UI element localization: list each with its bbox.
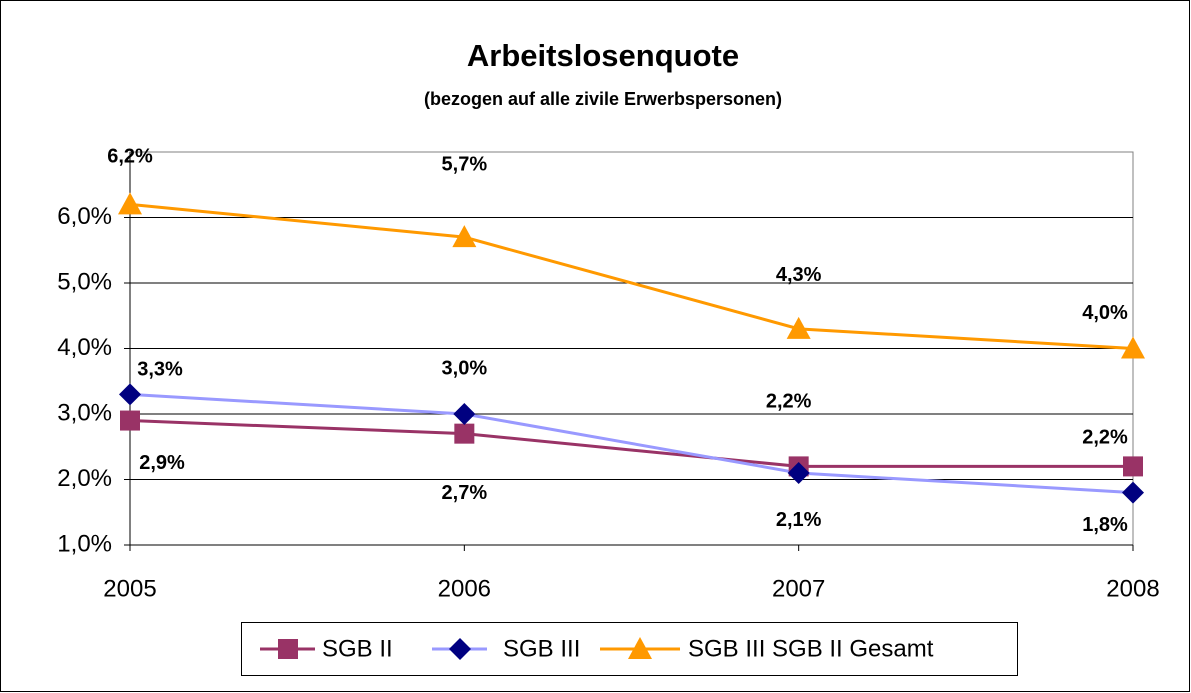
- x-tick-label: 2008: [1106, 575, 1159, 602]
- data-label: 4,0%: [1082, 302, 1128, 324]
- data-point: [118, 192, 142, 215]
- data-point: [786, 316, 811, 339]
- legend-label: SGB II: [322, 635, 393, 662]
- x-tick-label: 2007: [772, 575, 825, 602]
- x-tick-label: 2006: [438, 575, 491, 602]
- data-label: 2,9%: [139, 452, 185, 474]
- y-tick-label: 6,0%: [57, 203, 112, 230]
- chart-title: Arbeitslosenquote: [467, 38, 739, 73]
- data-point: [120, 410, 140, 431]
- data-point: [1122, 481, 1144, 504]
- series-line: [129, 202, 1134, 350]
- y-tick-label: 2,0%: [57, 465, 112, 492]
- data-label: 4,3%: [776, 264, 822, 286]
- data-point: [454, 423, 475, 444]
- data-label: 2,1%: [776, 509, 822, 531]
- data-point: [1121, 336, 1145, 359]
- series-line: [129, 392, 1134, 495]
- data-label: 1,8%: [1082, 514, 1128, 536]
- data-label: 3,0%: [442, 357, 488, 379]
- legend-marker: [278, 639, 298, 659]
- data-point: [119, 383, 141, 406]
- data-label: 2,2%: [1082, 427, 1128, 449]
- legend-label: SGB III: [503, 635, 580, 662]
- data-point: [787, 461, 810, 484]
- legend-marker: [628, 637, 652, 659]
- legend-label: SGB III SGB II Gesamt: [688, 635, 934, 662]
- y-tick-label: 4,0%: [57, 334, 112, 361]
- series-line: [129, 419, 1133, 468]
- data-label: 3,3%: [137, 359, 183, 381]
- y-tick-label: 1,0%: [57, 530, 112, 557]
- data-point: [453, 403, 476, 425]
- x-tick-label: 2005: [103, 575, 156, 602]
- y-tick-label: 5,0%: [57, 268, 112, 295]
- data-point: [1123, 456, 1143, 477]
- y-tick-label: 3,0%: [57, 399, 112, 426]
- data-label: 2,2%: [766, 391, 812, 413]
- data-label: 2,7%: [442, 482, 488, 504]
- chart-subtitle: (bezogen auf alle zivile Erwerbspersonen…: [424, 89, 782, 109]
- legend-marker: [449, 638, 471, 660]
- data-label: 5,7%: [442, 153, 488, 175]
- data-point: [452, 225, 477, 248]
- data-label: 6,2%: [107, 146, 153, 168]
